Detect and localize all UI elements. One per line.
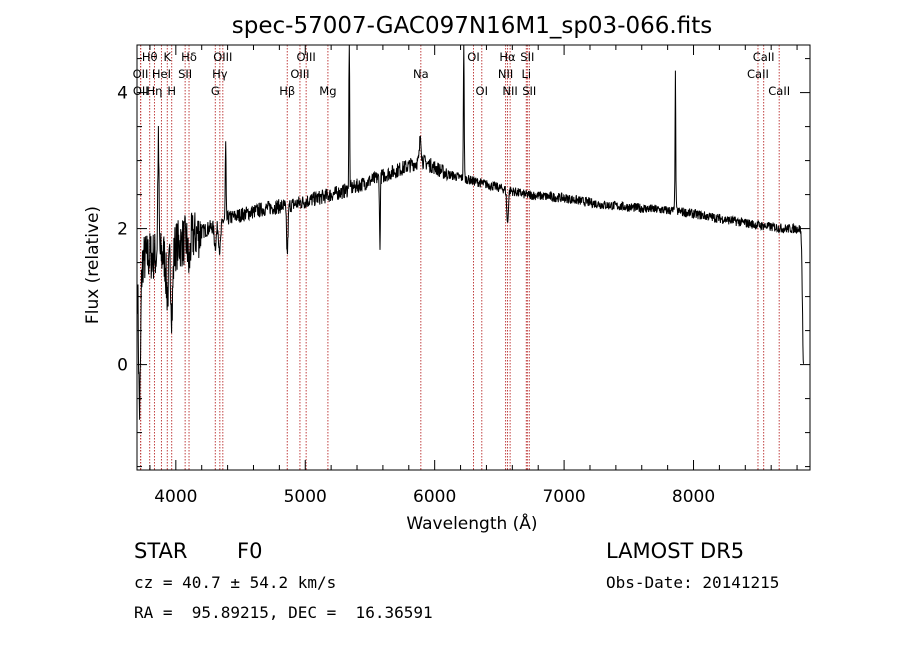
line-marker-label: CaII: [747, 67, 769, 81]
line-marker-label: CaII: [768, 84, 790, 98]
line-marker-label: NII: [498, 67, 513, 81]
y-axis-title: Flux (relative): [83, 206, 103, 324]
chart-title: spec-57007-GAC097N16M1_sp03-066.fits: [232, 13, 712, 39]
plot-frame: [136, 44, 811, 471]
y-tick-label: 4: [117, 84, 128, 104]
y-axis: 0 2 4: [117, 58, 810, 468]
object-subclass: F0: [237, 539, 263, 563]
line-marker-label: HeI: [152, 67, 171, 81]
line-marker-label: OIII: [213, 50, 232, 64]
line-marker-label: Mg: [319, 84, 336, 98]
line-markers: [139, 45, 780, 470]
x-tick-label: 4000: [154, 487, 197, 507]
line-marker-label: OIII: [297, 50, 316, 64]
line-marker-label: SII: [178, 67, 192, 81]
line-marker-label: SII: [522, 84, 536, 98]
line-marker-label: SII: [520, 50, 534, 64]
line-marker-label: H: [167, 84, 176, 98]
survey-name: LAMOST DR5: [606, 539, 745, 563]
x-tick-label: 5000: [284, 487, 327, 507]
y-tick-label: 0: [117, 356, 128, 376]
line-marker-label: Hθ: [142, 50, 158, 64]
x-axis-title: Wavelength (Å): [406, 512, 537, 534]
x-tick-label: 6000: [413, 487, 456, 507]
line-marker-label: Li: [521, 67, 531, 81]
object-class: STAR: [134, 539, 188, 563]
line-marker-label: Hγ: [212, 67, 228, 81]
y-tick-label: 2: [117, 220, 128, 240]
line-marker-label: Hη: [147, 84, 163, 98]
line-marker-label: Hβ: [279, 84, 295, 98]
x-tick-label: 8000: [672, 487, 715, 507]
line-marker-label: OIII: [290, 67, 309, 81]
line-marker-label: OI: [476, 84, 488, 98]
line-marker-label: Hα: [499, 50, 516, 64]
line-marker-label: OII: [133, 67, 149, 81]
x-tick-label: 7000: [542, 487, 585, 507]
line-marker-label: G: [211, 84, 220, 98]
line-marker-label: CaII: [753, 50, 775, 64]
line-marker-label: K: [164, 50, 172, 64]
line-marker-label: Na: [413, 67, 429, 81]
redshift-readout: cz = 40.7 ± 54.2 km/s: [134, 573, 337, 592]
line-marker-label: Hδ: [181, 50, 197, 64]
line-marker-label: NII: [502, 84, 517, 98]
obs-date-readout: Obs-Date: 20141215: [606, 573, 780, 592]
line-marker-label: OI: [467, 50, 479, 64]
spectrum-line: [137, 44, 804, 420]
x-axis: 4000 5000 6000 7000 8000: [149, 45, 798, 507]
coordinates-readout: RA = 95.89215, DEC = 16.36591: [134, 603, 433, 622]
